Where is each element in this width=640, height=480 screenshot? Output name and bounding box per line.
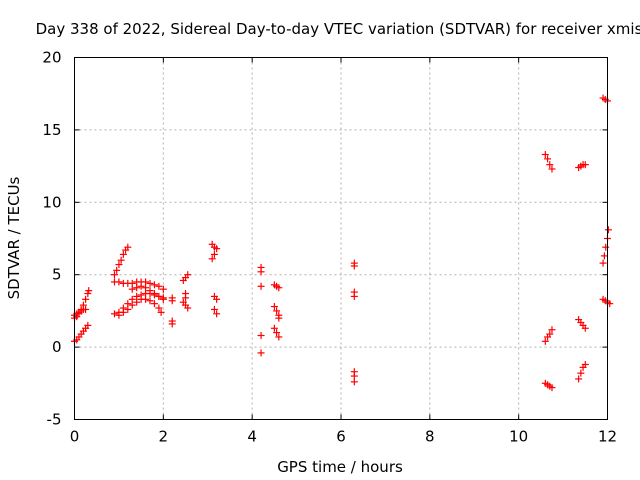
- data-point: [115, 311, 123, 319]
- x-tick-label: 4: [247, 428, 257, 446]
- data-point: [84, 321, 92, 329]
- data-point: [124, 243, 132, 251]
- data-point: [155, 292, 163, 300]
- data-point: [159, 285, 167, 293]
- data-point: [133, 284, 141, 292]
- data-point: [273, 307, 281, 315]
- data-point: [110, 271, 118, 279]
- data-point: [544, 155, 552, 163]
- grid: [74, 57, 608, 420]
- y-tick-label: -5: [47, 411, 62, 429]
- data-point: [581, 324, 589, 332]
- data-point: [115, 261, 123, 269]
- data-point: [128, 285, 136, 293]
- data-point: [548, 326, 556, 334]
- data-point: [155, 304, 163, 312]
- y-tick-label: 0: [52, 338, 62, 356]
- data-point: [124, 305, 132, 313]
- data-points: [71, 94, 614, 392]
- x-tick-label: 10: [509, 428, 528, 446]
- data-point: [168, 320, 176, 328]
- x-tick-label: 6: [336, 428, 346, 446]
- data-point: [159, 295, 167, 303]
- data-point: [82, 295, 90, 303]
- data-point: [208, 255, 216, 263]
- data-point: [113, 266, 121, 274]
- data-point: [581, 360, 589, 368]
- data-point: [541, 337, 549, 345]
- data-point: [142, 295, 150, 303]
- data-point: [350, 292, 358, 300]
- data-point: [275, 314, 283, 322]
- data-point: [546, 330, 554, 338]
- data-point: [270, 303, 278, 311]
- x-tick-label: 2: [159, 428, 169, 446]
- data-point: [257, 349, 265, 357]
- data-point: [257, 282, 265, 290]
- data-point: [119, 308, 127, 316]
- y-axis-label: SDTVAR / TECUs: [5, 176, 23, 299]
- x-tick-label: 12: [598, 428, 617, 446]
- data-point: [213, 310, 221, 318]
- data-point: [257, 268, 265, 276]
- data-point: [110, 310, 118, 318]
- data-point: [184, 271, 192, 279]
- data-point: [548, 384, 556, 392]
- data-point: [115, 278, 123, 286]
- data-point: [133, 298, 141, 306]
- data-point: [577, 369, 585, 377]
- data-point: [275, 333, 283, 341]
- data-point: [548, 165, 556, 173]
- data-point: [275, 284, 283, 292]
- data-point: [600, 252, 608, 260]
- x-axis-label: GPS time / hours: [277, 458, 403, 476]
- data-point: [213, 295, 221, 303]
- data-point: [184, 304, 192, 312]
- data-point: [257, 332, 265, 340]
- data-point: [137, 282, 145, 290]
- data-point: [85, 287, 93, 295]
- data-point: [575, 375, 583, 383]
- data-point: [213, 245, 221, 253]
- data-point: [150, 281, 158, 289]
- plot-frame: [74, 57, 608, 420]
- data-point: [150, 300, 158, 308]
- data-point: [602, 243, 610, 251]
- data-point: [146, 297, 154, 305]
- data-point: [168, 297, 176, 305]
- data-point: [117, 256, 125, 264]
- data-point: [182, 294, 190, 302]
- data-point: [157, 308, 165, 316]
- chart-title: Day 338 of 2022, Sidereal Day-to-day VTE…: [36, 20, 640, 38]
- data-point: [210, 250, 218, 258]
- data-point: [146, 287, 154, 295]
- data-point: [270, 324, 278, 332]
- data-point: [210, 305, 218, 313]
- data-point: [546, 161, 554, 169]
- y-tick-label: 15: [42, 121, 61, 139]
- y-tick-label: 10: [42, 193, 61, 211]
- data-point: [350, 378, 358, 386]
- data-point: [581, 161, 589, 169]
- data-point: [599, 259, 607, 267]
- data-point: [119, 250, 127, 258]
- data-point: [541, 151, 549, 159]
- x-tick-label: 0: [70, 428, 80, 446]
- x-tick-label: 8: [425, 428, 435, 446]
- data-point: [273, 329, 281, 337]
- data-point: [155, 282, 163, 290]
- y-tick-label: 20: [42, 49, 61, 67]
- data-point: [82, 305, 90, 313]
- data-point: [142, 284, 150, 292]
- y-tick-label: 5: [52, 266, 62, 284]
- data-point: [604, 226, 612, 234]
- data-point: [150, 290, 158, 298]
- data-point: [350, 262, 358, 270]
- data-point: [128, 301, 136, 309]
- data-point: [146, 279, 154, 287]
